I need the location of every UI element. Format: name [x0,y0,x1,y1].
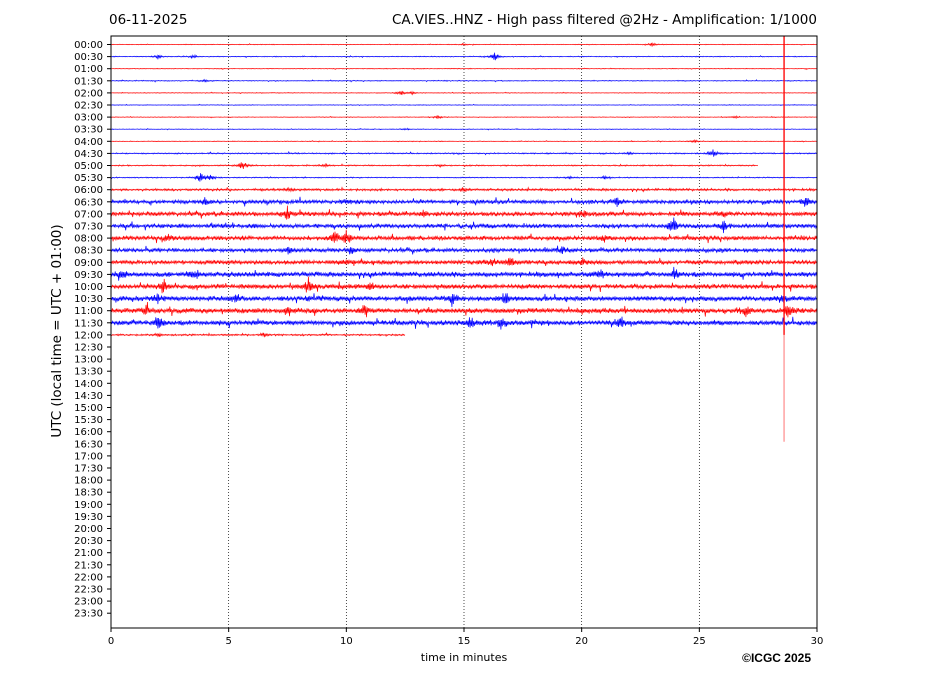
y-tick-label: 04:30 [74,149,103,160]
y-tick-label: 21:30 [74,560,103,571]
y-tick-label: 07:30 [74,222,103,233]
x-tick-label: 10 [340,636,353,647]
y-tick-label: 21:00 [74,548,103,559]
plot-frame [110,35,818,629]
y-tick-label: 02:00 [74,88,103,99]
y-tick-label: 03:00 [74,113,103,124]
y-tick-label: 04:00 [74,137,103,148]
y-tick-label: 18:30 [74,488,103,499]
x-tick-label: 15 [458,636,471,647]
y-tick-label: 09:00 [74,258,103,269]
y-tick-label: 18:00 [74,476,103,487]
y-tick-label: 05:00 [74,161,103,172]
y-tick-label: 19:30 [74,512,103,523]
trace-0900 [110,257,817,267]
y-tick-label: 14:00 [74,379,103,390]
trace-layer [110,36,817,442]
trace-0130 [110,78,817,83]
y-tick-label: 17:30 [74,464,103,475]
y-tick-label: 22:00 [74,572,103,583]
y-tick-label: 12:00 [74,330,103,341]
y-tick-label: 19:00 [74,500,103,511]
trace-1200 [110,331,406,338]
trace-0430 [110,149,817,157]
y-tick-label: 00:00 [74,40,103,51]
y-tick-label: 23:00 [74,597,103,608]
y-tick-label: 20:00 [74,524,103,535]
trace-0330 [110,127,817,131]
trace-1100 [110,301,817,318]
trace-1130 [110,316,817,330]
trace-1000 [110,276,817,294]
trace-0400 [110,138,817,144]
trace-0530 [110,173,817,182]
y-tick-label: 10:00 [74,282,103,293]
trace-0830 [110,245,817,255]
trace-0000 [110,42,817,47]
y-tick-label: 09:30 [74,270,103,281]
trace-0600 [110,186,817,193]
y-tick-label: 07:00 [74,209,103,220]
y-tick-label: 11:30 [74,318,103,329]
y-tick-label: 01:00 [74,64,103,75]
trace-0500 [110,162,759,169]
trace-0730 [110,217,817,234]
y-tick-label: 10:30 [74,294,103,305]
y-tick-label: 03:30 [74,125,103,136]
y-tick-label: 00:30 [74,52,103,63]
y-tick-label: 16:30 [74,439,103,450]
x-tick-label: 30 [811,636,824,647]
y-tick-label: 08:30 [74,246,103,257]
grid-layer [228,36,700,628]
x-tick-label: 0 [108,636,114,647]
y-tick-label: 16:00 [74,427,103,438]
trace-1030 [110,293,817,308]
copyright-label: ©ICGC 2025 [742,651,811,665]
y-tick-label: 12:30 [74,343,103,354]
y-tick-label: 20:30 [74,536,103,547]
y-tick-label: 13:30 [74,367,103,378]
trace-0700 [110,205,817,220]
trace-0300 [110,115,817,120]
y-tick-label: 14:30 [74,391,103,402]
chart-title: CA.VIES..HNZ - High pass filtered @2Hz -… [392,12,817,28]
y-tick-label: 15:30 [74,415,103,426]
trace-0800 [110,229,817,244]
date-label: 06-11-2025 [109,12,188,28]
trace-0230 [110,103,817,106]
trace-0030 [110,52,817,61]
y-tick-label: 23:30 [74,609,103,620]
trace-0930 [110,266,817,281]
x-tick-label: 25 [693,636,706,647]
y-tick-label: 06:00 [74,185,103,196]
y-tick-label: 05:30 [74,173,103,184]
trace-0200 [110,90,817,96]
x-axis-title: time in minutes [420,651,508,664]
trace-0100 [110,67,817,71]
y-tick-label: 17:00 [74,451,103,462]
trace-0630 [110,196,817,208]
y-tick-label: 13:00 [74,355,103,366]
y-tick-label: 08:00 [74,234,103,245]
x-tick-label: 5 [225,636,231,647]
y-tick-label: 06:30 [74,197,103,208]
y-tick-label: 02:30 [74,101,103,112]
y-tick-label: 11:00 [74,306,103,317]
x-tick-label: 20 [575,636,588,647]
y-tick-label: 01:30 [74,76,103,87]
y-tick-label: 15:00 [74,403,103,414]
y-tick-label: 22:30 [74,585,103,596]
